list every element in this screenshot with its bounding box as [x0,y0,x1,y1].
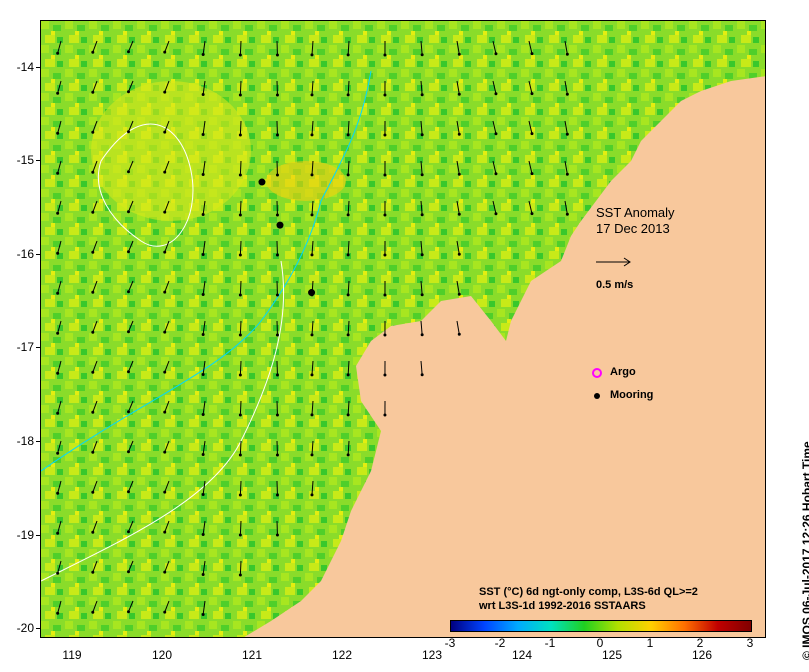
mooring-legend-marker [594,393,600,399]
colorbar-tick: 3 [746,636,754,650]
x-tick-label: 125 [601,648,623,662]
colorbar-tick: 0 [596,636,604,650]
x-tick-label: 126 [691,648,713,662]
x-tick-label: 124 [511,648,533,662]
description-line-1: SST (°C) 6d ngt-only comp, L3S-6d QL>=2 [479,586,698,598]
x-tick-label: 123 [421,648,443,662]
map-title: SST Anomaly [596,205,675,220]
y-tick-label: -15 [16,153,34,167]
y-tick-label: -19 [16,528,34,542]
legend-mooring-label: Mooring [610,389,654,401]
y-tick-label: -14 [16,60,34,74]
vector-scale-label: 0.5 m/s [596,279,634,291]
legend-argo-label: Argo [610,366,636,378]
mooring-marker[interactable] [258,178,266,186]
current-vectors [56,40,569,616]
x-tick-label: 119 [62,648,82,662]
vector-scale-arrow [596,257,631,267]
argo-legend-marker [592,368,602,378]
map-frame[interactable] [40,20,766,638]
sst-anomaly-map[interactable] [41,21,766,638]
land [244,76,765,637]
colorbar-tick: -2 [494,636,506,650]
colorbar-tick: 1 [646,636,654,650]
colorbar [450,620,752,632]
y-tick-label: -16 [16,247,34,261]
map-date: 17 Dec 2013 [596,221,670,236]
mooring-marker[interactable] [276,221,284,229]
credit-text: © IMOS 06-Jul-2017 12:26 Hobart Time [800,441,809,660]
description-line-2: wrt L3S-1d 1992-2016 SSTAARS [479,600,646,612]
x-tick-label: 120 [151,648,173,662]
y-tick-label: -18 [16,434,34,448]
colorbar-tick: -1 [544,636,556,650]
x-tick-label: 122 [331,648,353,662]
x-tick-label: 121 [241,648,263,662]
y-tick-label: -20 [16,621,34,635]
colorbar-tick: 2 [696,636,704,650]
mooring-marker[interactable] [308,289,316,297]
y-tick-label: -17 [16,340,34,354]
mooring-markers [258,178,316,297]
colorbar-tick: -3 [444,636,456,650]
